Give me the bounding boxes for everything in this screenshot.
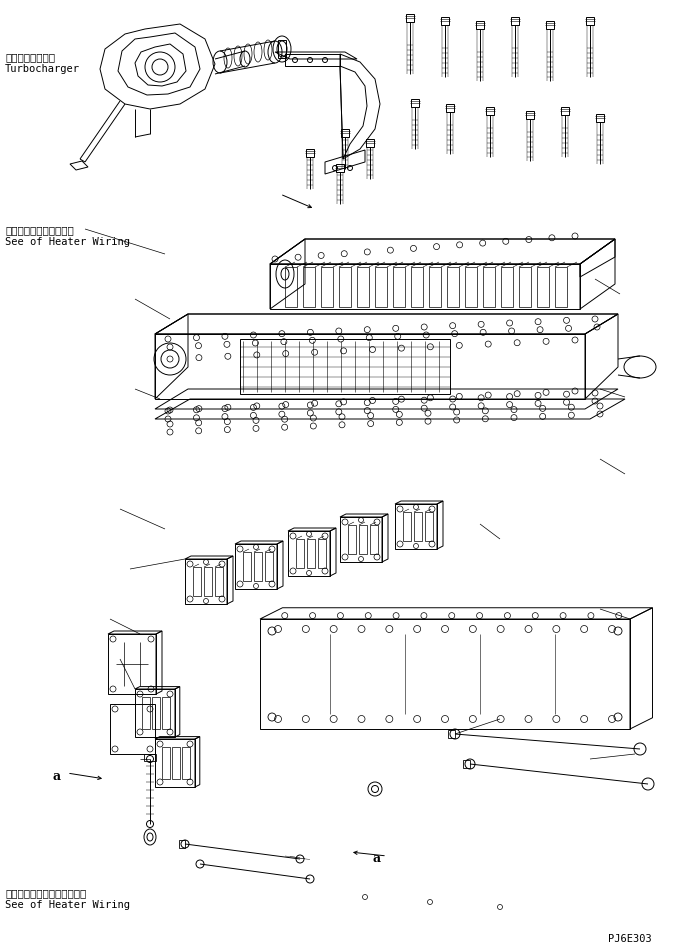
Text: ヒータワイヤリング参照: ヒータワイヤリング参照 [5, 225, 74, 235]
Text: See of Heater Wiring: See of Heater Wiring [5, 899, 130, 909]
Bar [278, 41, 286, 59]
Text: Turbocharger: Turbocharger [5, 64, 80, 74]
Text: See of Heater Wiring: See of Heater Wiring [5, 237, 130, 246]
Text: PJ6E303: PJ6E303 [608, 933, 651, 943]
Text: a: a [52, 769, 60, 783]
Text: ターボチャージャ: ターボチャージャ [5, 52, 55, 62]
Text: ヒータワイヤリング参照・・: ヒータワイヤリング参照・・ [5, 887, 86, 897]
Text: a: a [372, 851, 380, 864]
